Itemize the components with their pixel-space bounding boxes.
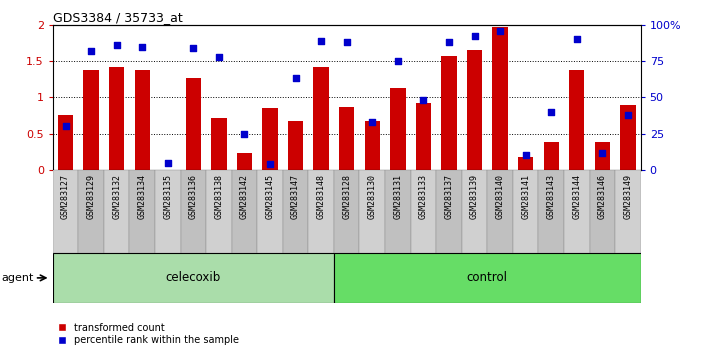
Bar: [441, 56, 457, 170]
Text: GDS3384 / 35733_at: GDS3384 / 35733_at: [53, 11, 182, 24]
Point: [85, 48, 96, 54]
Bar: [467, 50, 482, 170]
Bar: [543, 142, 559, 170]
Bar: [390, 88, 406, 170]
Point: [265, 161, 276, 167]
Bar: [313, 67, 329, 170]
Text: GSM283141: GSM283141: [521, 174, 530, 219]
Point: [546, 109, 557, 115]
Point: [469, 34, 480, 39]
Bar: [308, 170, 334, 253]
Bar: [130, 170, 155, 253]
Point: [111, 42, 122, 48]
Bar: [186, 78, 201, 170]
Point: [444, 39, 455, 45]
Text: GSM283131: GSM283131: [394, 174, 403, 219]
Point: [341, 39, 352, 45]
Bar: [84, 70, 99, 170]
Bar: [181, 170, 206, 253]
Bar: [492, 27, 508, 170]
Bar: [104, 170, 130, 253]
Bar: [53, 170, 78, 253]
Bar: [569, 70, 584, 170]
Bar: [283, 170, 308, 253]
Text: GSM283128: GSM283128: [342, 174, 351, 219]
Bar: [595, 142, 610, 170]
Bar: [211, 118, 227, 170]
Point: [213, 54, 225, 59]
Text: GSM283149: GSM283149: [623, 174, 632, 219]
Text: GSM283138: GSM283138: [215, 174, 223, 219]
Bar: [53, 253, 334, 303]
Bar: [589, 170, 615, 253]
Bar: [134, 70, 150, 170]
Text: GSM283137: GSM283137: [444, 174, 453, 219]
Text: GSM283143: GSM283143: [547, 174, 555, 219]
Bar: [237, 153, 252, 170]
Point: [622, 112, 634, 118]
Text: GSM283133: GSM283133: [419, 174, 428, 219]
Point: [137, 44, 148, 49]
Text: GSM283140: GSM283140: [496, 174, 505, 219]
Text: celecoxib: celecoxib: [165, 272, 221, 284]
Bar: [334, 253, 641, 303]
Text: GSM283132: GSM283132: [112, 174, 121, 219]
Point: [597, 150, 608, 155]
Text: GSM283147: GSM283147: [291, 174, 300, 219]
Point: [520, 153, 532, 158]
Bar: [360, 170, 385, 253]
Bar: [232, 170, 257, 253]
Bar: [436, 170, 462, 253]
Text: GSM283146: GSM283146: [598, 174, 607, 219]
Bar: [462, 170, 487, 253]
Text: control: control: [467, 272, 508, 284]
Bar: [58, 115, 73, 170]
Bar: [539, 170, 564, 253]
Bar: [334, 170, 360, 253]
Text: GSM283148: GSM283148: [317, 174, 326, 219]
Legend: transformed count, percentile rank within the sample: transformed count, percentile rank withi…: [54, 319, 242, 349]
Bar: [518, 157, 534, 170]
Point: [162, 160, 173, 165]
Bar: [513, 170, 539, 253]
Text: GSM283127: GSM283127: [61, 174, 70, 219]
Bar: [620, 104, 636, 170]
Bar: [365, 121, 380, 170]
Bar: [288, 121, 303, 170]
Bar: [339, 107, 354, 170]
Bar: [385, 170, 410, 253]
Text: agent: agent: [1, 273, 34, 283]
Point: [392, 58, 403, 64]
Bar: [257, 170, 283, 253]
Text: GSM283145: GSM283145: [265, 174, 275, 219]
Point: [239, 131, 250, 136]
Point: [494, 28, 505, 33]
Bar: [263, 108, 277, 170]
Text: GSM283139: GSM283139: [470, 174, 479, 219]
Text: GSM283130: GSM283130: [367, 174, 377, 219]
Text: GSM283129: GSM283129: [87, 174, 96, 219]
Text: GSM283136: GSM283136: [189, 174, 198, 219]
Bar: [615, 170, 641, 253]
Text: GSM283144: GSM283144: [572, 174, 582, 219]
Bar: [78, 170, 104, 253]
Point: [417, 97, 429, 103]
Point: [290, 76, 301, 81]
Point: [188, 45, 199, 51]
Point: [571, 36, 582, 42]
Point: [367, 119, 378, 125]
Text: GSM283134: GSM283134: [138, 174, 146, 219]
Text: GSM283135: GSM283135: [163, 174, 172, 219]
Bar: [410, 170, 436, 253]
Point: [60, 124, 71, 129]
Bar: [109, 67, 125, 170]
Bar: [487, 170, 513, 253]
Bar: [206, 170, 232, 253]
Point: [315, 38, 327, 44]
Bar: [416, 103, 431, 170]
Bar: [564, 170, 589, 253]
Text: GSM283142: GSM283142: [240, 174, 249, 219]
Bar: [155, 170, 181, 253]
